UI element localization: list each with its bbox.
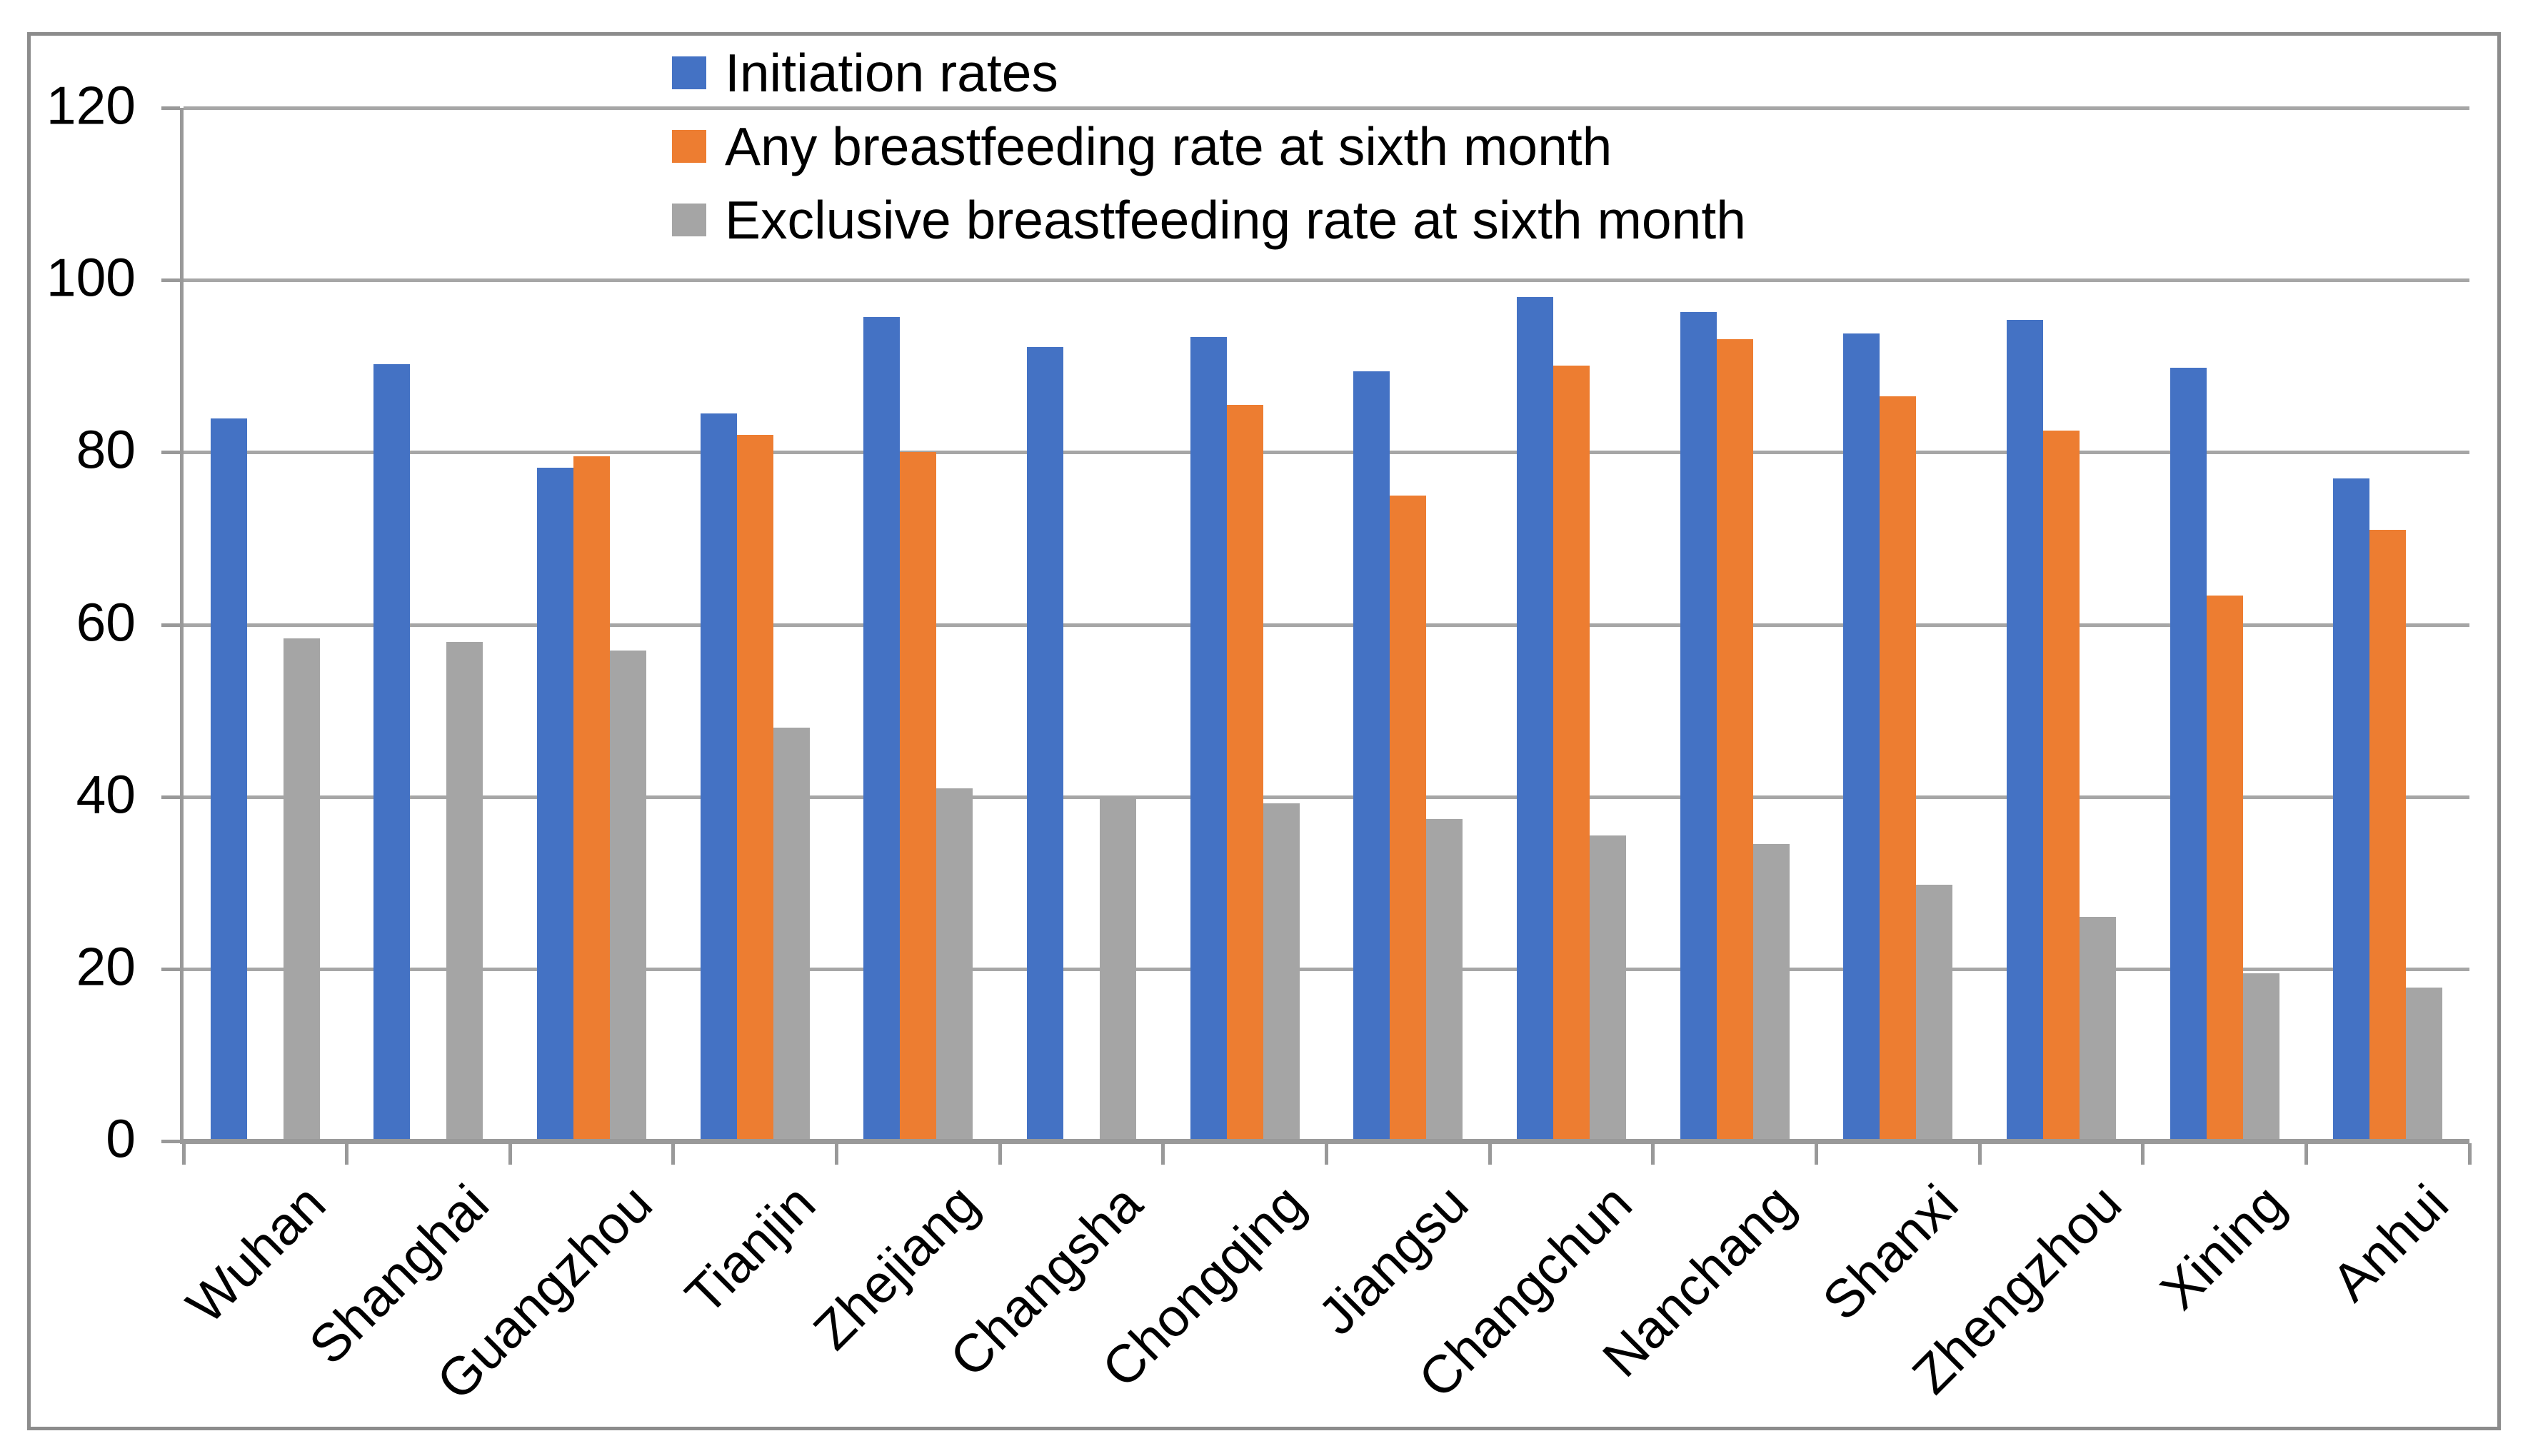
bar-any-breastfeeding-rate-at-sixth-month-jiangsu — [1390, 495, 1427, 1141]
y-axis-tick-80 — [161, 451, 180, 455]
bar-exclusive-breastfeeding-rate-at-sixth-month-wuhan — [283, 638, 320, 1141]
x-axis-tick-5 — [998, 1143, 1002, 1165]
y-axis-tick-120 — [161, 106, 180, 110]
bar-exclusive-breastfeeding-rate-at-sixth-month-shanghai — [446, 641, 483, 1141]
y-axis-tick-60 — [161, 623, 180, 627]
legend-label-exclusive-breastfeeding-rate-at-sixth-month: Exclusive breastfeeding rate at sixth mo… — [725, 190, 1746, 250]
bar-initiation-rates-guangzhou — [537, 468, 574, 1141]
chart-border — [27, 32, 2501, 1430]
x-axis-tick-12 — [2141, 1143, 2145, 1165]
gridline-60 — [184, 623, 2469, 627]
bar-exclusive-breastfeeding-rate-at-sixth-month-jiangsu — [1426, 819, 1463, 1141]
gridline-100 — [184, 278, 2469, 283]
x-axis-tick-0 — [181, 1143, 186, 1165]
x-axis-tick-11 — [1977, 1143, 1982, 1165]
gridline-20 — [184, 967, 2469, 971]
y-tick-label-120: 120 — [46, 75, 136, 136]
bar-initiation-rates-anhui — [2333, 478, 2370, 1141]
bar-any-breastfeeding-rate-at-sixth-month-tianjin — [736, 435, 773, 1141]
bar-any-breastfeeding-rate-at-sixth-month-zhengzhou — [2042, 431, 2080, 1141]
gridline-120 — [184, 106, 2469, 110]
gridline-80 — [184, 451, 2469, 455]
bar-exclusive-breastfeeding-rate-at-sixth-month-anhui — [2406, 988, 2443, 1141]
legend-item-exclusive-breastfeeding-rate-at-sixth-month: Exclusive breastfeeding rate at sixth mo… — [672, 189, 1746, 251]
bar-exclusive-breastfeeding-rate-at-sixth-month-nanchang — [1752, 843, 1790, 1141]
bar-any-breastfeeding-rate-at-sixth-month-nanchang — [1716, 339, 1753, 1141]
y-tick-label-60: 60 — [76, 592, 136, 653]
y-tick-label-40: 40 — [76, 764, 136, 825]
gridline-40 — [184, 795, 2469, 799]
legend-swatch-exclusive-breastfeeding-rate-at-sixth-month — [672, 204, 706, 237]
bar-exclusive-breastfeeding-rate-at-sixth-month-zhengzhou — [2079, 917, 2116, 1141]
bar-exclusive-breastfeeding-rate-at-sixth-month-chongqing — [1263, 803, 1300, 1141]
y-axis-tick-40 — [161, 795, 180, 799]
y-tick-label-100: 100 — [46, 247, 136, 308]
y-axis-tick-0 — [161, 1140, 180, 1143]
bar-exclusive-breastfeeding-rate-at-sixth-month-changsha — [1100, 796, 1137, 1141]
bar-any-breastfeeding-rate-at-sixth-month-chongqing — [1226, 405, 1263, 1141]
bar-initiation-rates-jiangsu — [1353, 371, 1390, 1141]
legend-label-any-breastfeeding-rate-at-sixth-month: Any breastfeeding rate at sixth month — [725, 116, 1612, 176]
bar-any-breastfeeding-rate-at-sixth-month-shanxi — [1880, 396, 1917, 1141]
y-tick-label-80: 80 — [76, 419, 136, 480]
legend-label-initiation-rates: Initiation rates — [725, 43, 1058, 103]
x-axis-tick-6 — [1161, 1143, 1165, 1165]
bar-initiation-rates-zhengzhou — [2006, 319, 2043, 1141]
bar-exclusive-breastfeeding-rate-at-sixth-month-shanxi — [1916, 884, 1953, 1141]
x-axis-line — [180, 1139, 2469, 1144]
x-axis-tick-13 — [2304, 1143, 2308, 1165]
bar-initiation-rates-changchun — [1516, 297, 1553, 1141]
x-axis-tick-4 — [835, 1143, 839, 1165]
x-axis-tick-8 — [1488, 1143, 1492, 1165]
bar-initiation-rates-shanghai — [373, 364, 411, 1141]
x-axis-tick-2 — [508, 1143, 512, 1165]
bar-any-breastfeeding-rate-at-sixth-month-xining — [2206, 595, 2243, 1141]
bar-any-breastfeeding-rate-at-sixth-month-changchun — [1553, 365, 1590, 1141]
x-axis-tick-3 — [671, 1143, 676, 1165]
x-axis-tick-9 — [1651, 1143, 1655, 1165]
legend-item-any-breastfeeding-rate-at-sixth-month: Any breastfeeding rate at sixth month — [672, 116, 1612, 177]
bar-initiation-rates-xining — [2170, 368, 2207, 1141]
legend-item-initiation-rates: Initiation rates — [672, 42, 1058, 104]
x-axis-tick-10 — [1814, 1143, 1818, 1165]
y-tick-label-0: 0 — [106, 1108, 136, 1169]
legend-swatch-initiation-rates — [672, 56, 706, 90]
y-axis-tick-20 — [161, 967, 180, 971]
bar-exclusive-breastfeeding-rate-at-sixth-month-xining — [2242, 973, 2279, 1141]
legend-swatch-any-breastfeeding-rate-at-sixth-month — [672, 130, 706, 164]
bar-any-breastfeeding-rate-at-sixth-month-guangzhou — [573, 456, 611, 1141]
bar-any-breastfeeding-rate-at-sixth-month-anhui — [2369, 529, 2407, 1141]
y-tick-label-20: 20 — [76, 936, 136, 997]
bar-exclusive-breastfeeding-rate-at-sixth-month-tianjin — [773, 728, 810, 1141]
bar-initiation-rates-wuhan — [210, 418, 247, 1141]
x-axis-tick-1 — [345, 1143, 349, 1165]
y-axis-line — [180, 108, 184, 1144]
bar-initiation-rates-nanchang — [1680, 311, 1717, 1141]
bar-initiation-rates-zhejiang — [863, 317, 901, 1141]
x-axis-tick-7 — [1325, 1143, 1328, 1165]
y-axis-tick-100 — [161, 278, 180, 283]
bar-initiation-rates-chongqing — [1190, 336, 1227, 1141]
x-axis-tick-14 — [2467, 1143, 2472, 1165]
bar-exclusive-breastfeeding-rate-at-sixth-month-zhejiang — [936, 788, 973, 1141]
bar-any-breastfeeding-rate-at-sixth-month-zhejiang — [900, 452, 937, 1141]
bar-initiation-rates-shanxi — [1843, 333, 1880, 1141]
bar-exclusive-breastfeeding-rate-at-sixth-month-guangzhou — [610, 650, 647, 1141]
bar-initiation-rates-changsha — [1027, 347, 1064, 1141]
bar-exclusive-breastfeeding-rate-at-sixth-month-changchun — [1589, 835, 1626, 1141]
bar-initiation-rates-tianjin — [700, 413, 737, 1141]
